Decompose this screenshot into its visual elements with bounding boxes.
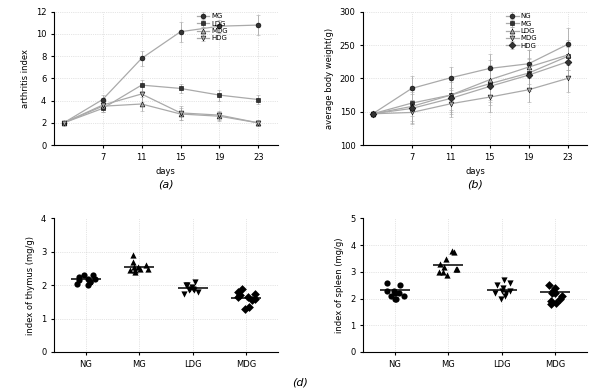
Point <box>144 265 153 272</box>
Point <box>129 264 138 270</box>
Point <box>188 285 198 292</box>
Y-axis label: index of spleen (mg/g): index of spleen (mg/g) <box>335 237 344 333</box>
Y-axis label: average body weight(g): average body weight(g) <box>325 28 334 129</box>
Point <box>382 287 392 294</box>
Point <box>243 294 253 300</box>
Point <box>400 293 409 299</box>
Point <box>193 289 203 295</box>
Point <box>547 290 557 296</box>
Point <box>443 271 452 278</box>
Point <box>435 261 445 267</box>
Point <box>490 290 500 296</box>
Point <box>72 280 82 287</box>
Point <box>83 282 93 288</box>
Point <box>190 279 199 285</box>
Point <box>440 264 449 270</box>
Point <box>544 282 554 288</box>
Point <box>78 272 88 278</box>
Point <box>128 259 138 265</box>
Point <box>141 262 150 268</box>
Point <box>182 282 192 288</box>
Legend: MG, LDG, MDG, HDG: MG, LDG, MDG, HDG <box>196 13 229 42</box>
Legend: NG, MG, LDG, MDG, HDG: NG, MG, LDG, MDG, HDG <box>506 13 538 50</box>
Y-axis label: arthritis index: arthritis index <box>21 49 30 108</box>
Point <box>438 269 447 275</box>
Point <box>74 277 84 283</box>
Point <box>247 297 256 303</box>
Point <box>179 291 189 297</box>
Point <box>447 248 456 254</box>
Point <box>187 284 196 290</box>
Point <box>181 282 190 288</box>
Point <box>382 280 392 286</box>
Point <box>556 293 566 299</box>
Point <box>74 274 84 280</box>
Point <box>389 287 398 294</box>
X-axis label: days: days <box>465 167 485 176</box>
Point <box>189 287 199 293</box>
Point <box>395 282 405 288</box>
Point <box>441 255 451 262</box>
Point <box>452 266 461 272</box>
Point <box>131 267 140 273</box>
Point <box>500 293 510 299</box>
Point <box>546 301 555 307</box>
Point <box>133 264 143 270</box>
Point <box>234 294 243 300</box>
Point <box>502 290 512 296</box>
Point <box>395 290 404 296</box>
Point <box>492 282 501 288</box>
Point <box>250 291 259 297</box>
Point <box>497 296 506 302</box>
Point <box>240 305 250 312</box>
Point <box>235 292 244 298</box>
Point <box>505 287 515 294</box>
Point <box>498 285 507 291</box>
Y-axis label: index of thymus (mg/g): index of thymus (mg/g) <box>26 236 35 335</box>
Point <box>552 300 561 306</box>
Point <box>83 275 93 282</box>
Point <box>125 267 135 273</box>
Point <box>449 249 459 255</box>
Point <box>391 296 401 302</box>
Point <box>131 269 140 275</box>
Point <box>555 296 565 302</box>
Point <box>85 279 95 285</box>
Point <box>506 280 515 286</box>
Point <box>233 289 243 295</box>
Point <box>135 265 144 272</box>
Point <box>550 290 559 296</box>
Point <box>90 275 99 282</box>
Point <box>237 285 247 292</box>
Point <box>88 272 98 278</box>
Point <box>244 304 254 310</box>
Point <box>547 298 556 304</box>
Text: (b): (b) <box>467 180 483 190</box>
Point <box>391 290 400 296</box>
Point <box>434 269 444 275</box>
Text: (a): (a) <box>158 180 174 190</box>
Point <box>386 293 395 299</box>
Text: (d): (d) <box>292 377 308 387</box>
Point <box>497 287 507 294</box>
Point <box>250 296 259 302</box>
Point <box>547 287 557 294</box>
Point <box>184 287 193 293</box>
Point <box>499 277 509 283</box>
Point <box>128 252 138 258</box>
Point <box>86 279 95 285</box>
Point <box>452 266 461 272</box>
Point <box>185 285 195 292</box>
X-axis label: days: days <box>156 167 176 176</box>
Point <box>390 296 400 302</box>
Point <box>550 285 559 291</box>
